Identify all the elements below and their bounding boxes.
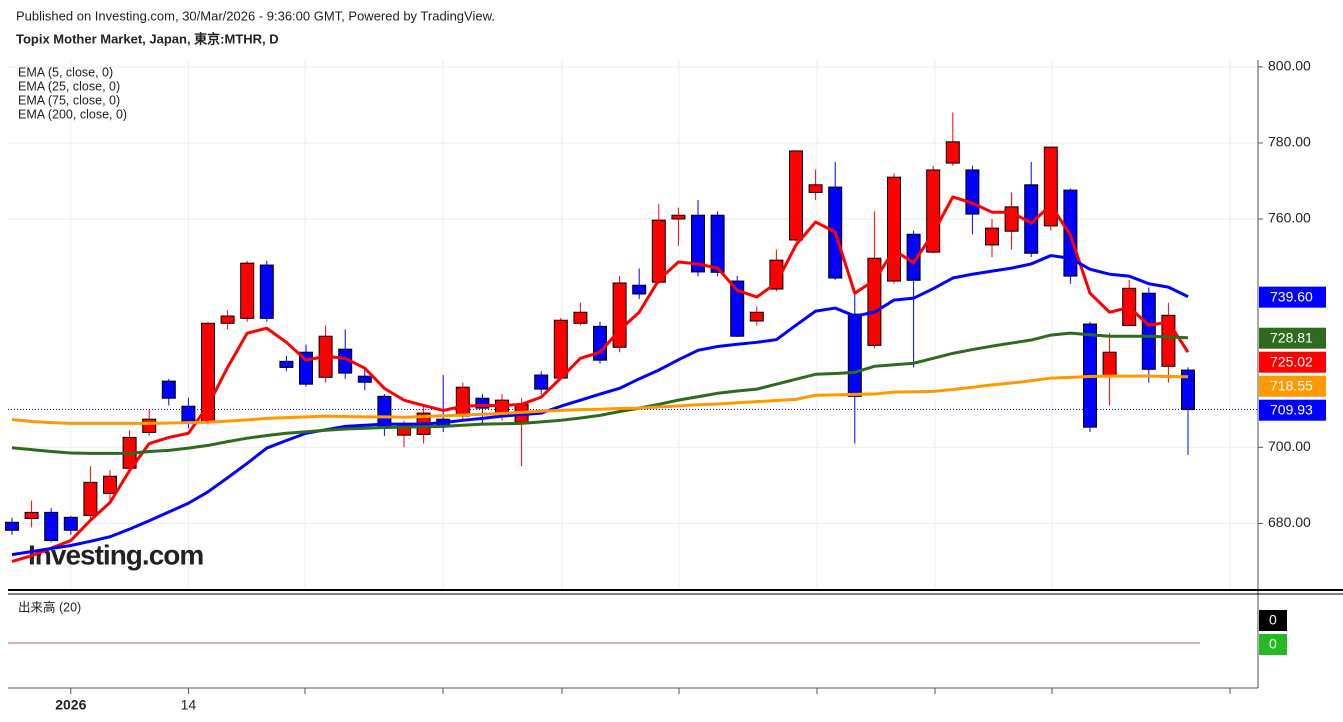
candle-body xyxy=(259,264,274,319)
candle-body xyxy=(730,280,745,337)
candle-body xyxy=(357,375,372,383)
price-label-box xyxy=(1259,399,1326,421)
candle-body xyxy=(769,259,784,290)
candle-body xyxy=(5,521,19,531)
candle-body xyxy=(534,374,549,390)
candle-body xyxy=(789,150,803,241)
price-label-box xyxy=(1259,375,1326,397)
candle-body xyxy=(847,313,862,397)
price-label: 725.02 xyxy=(1270,353,1313,369)
candle-body xyxy=(691,214,705,273)
candle-body xyxy=(808,184,823,193)
candle-body xyxy=(985,227,999,246)
legend-entry: EMA (75, close, 0) xyxy=(18,93,120,107)
y-tick-label: 680.00 xyxy=(1268,514,1311,530)
ema-line xyxy=(11,374,1189,425)
candle-body xyxy=(240,262,255,319)
candle-body xyxy=(24,511,39,519)
ema-line xyxy=(11,195,1190,563)
chart-title: Topix Mother Market, Japan, 東京:MTHR, D xyxy=(16,31,279,46)
y-tick-label: 700.00 xyxy=(1268,438,1311,454)
candle-body xyxy=(1141,292,1156,370)
candle-body xyxy=(553,319,568,379)
candle-body xyxy=(612,282,627,348)
y-tick-label: 760.00 xyxy=(1268,210,1311,226)
watermark: Investing.com xyxy=(28,539,203,570)
candle-body xyxy=(475,397,490,409)
candle-body xyxy=(1102,351,1117,377)
candle-body xyxy=(749,311,764,322)
x-tick-marks xyxy=(304,688,1231,694)
ema-line xyxy=(11,254,1189,557)
candle-body xyxy=(945,141,960,164)
volume-label: 0 xyxy=(1269,636,1277,652)
y-tick-label: 780.00 xyxy=(1268,134,1311,150)
price-label-box xyxy=(1259,351,1326,373)
subtitle: Published on Investing.com, 30/Mar/2026 … xyxy=(16,8,495,23)
ema-line xyxy=(11,331,1189,455)
volume-label: 0 xyxy=(1269,612,1277,628)
y-tick-label: 800.00 xyxy=(1268,58,1311,74)
candle-body xyxy=(573,311,588,324)
candle-body xyxy=(926,169,941,253)
candle-body xyxy=(965,169,980,215)
candle-body xyxy=(63,516,78,531)
candle-body xyxy=(103,475,117,494)
candle-body xyxy=(455,386,470,417)
candle-body xyxy=(887,176,901,282)
legend-entry: EMA (5, close, 0) xyxy=(18,65,113,79)
volume-label-box xyxy=(1259,610,1287,631)
candle-body xyxy=(44,511,59,542)
candle-body xyxy=(220,315,235,324)
candle-body xyxy=(710,214,725,273)
price-label: 739.60 xyxy=(1270,288,1313,304)
x-tick-label: 2026 xyxy=(55,697,86,713)
candle-body xyxy=(632,284,647,295)
candle-body xyxy=(867,257,882,346)
candle-body xyxy=(651,219,666,283)
volume-label-box xyxy=(1259,634,1287,655)
legend-entry: EMA (200, close, 0) xyxy=(18,107,127,121)
price-label: 718.55 xyxy=(1270,377,1313,393)
candle-body xyxy=(671,214,686,220)
price-label-box xyxy=(1259,327,1326,349)
price-label: 728.81 xyxy=(1270,329,1313,345)
price-label: 709.93 xyxy=(1270,401,1313,417)
candle-body xyxy=(279,360,294,368)
candle-body xyxy=(142,418,157,433)
candle-body xyxy=(83,481,98,516)
candle-body xyxy=(1181,369,1195,411)
volume-title: 出来高 (20) xyxy=(18,599,81,614)
x-tick-label: 14 xyxy=(181,697,197,713)
candle-body xyxy=(1004,206,1019,232)
price-label-box xyxy=(1259,286,1326,308)
legend-entry: EMA (25, close, 0) xyxy=(18,79,120,93)
candle-body xyxy=(181,405,196,422)
candle-body xyxy=(161,380,176,399)
